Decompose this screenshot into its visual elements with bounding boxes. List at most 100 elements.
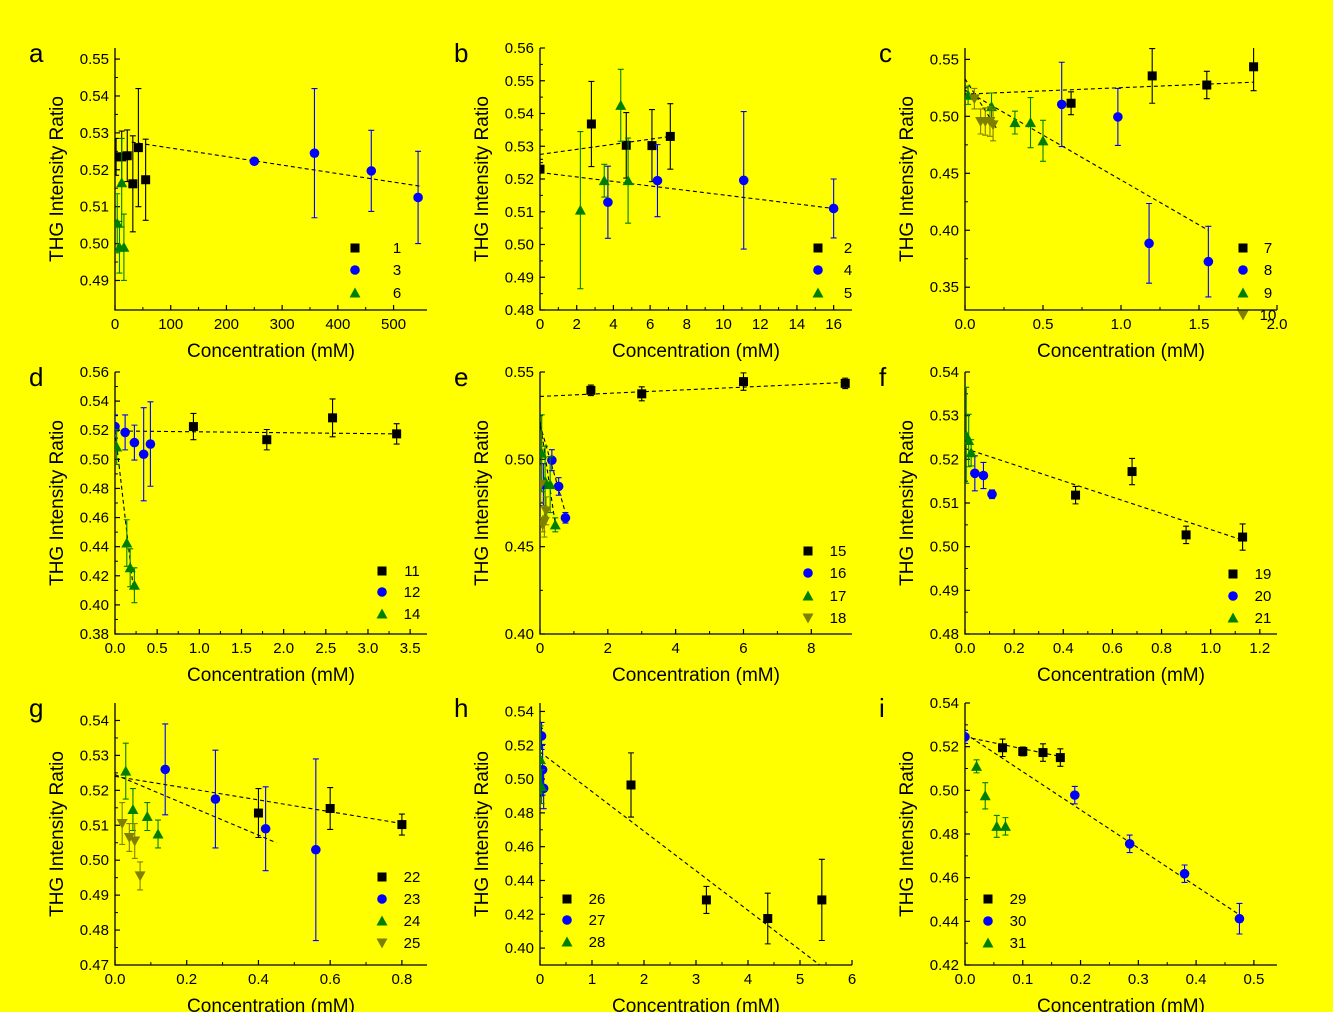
data-point: [603, 197, 613, 208]
data-point: [1038, 748, 1048, 758]
data-point: [1202, 80, 1212, 90]
x-axis-label: Concentration (mM): [612, 341, 780, 362]
data-point: [560, 513, 571, 523]
data-point: [987, 120, 999, 131]
legend: 1 3 6: [349, 240, 401, 302]
y-tick-label: 0.50: [80, 236, 109, 253]
x-tick-label: 3: [692, 971, 700, 988]
data-point: [540, 516, 550, 527]
series-18: [540, 466, 552, 538]
y-tick-label: 0.46: [930, 870, 959, 887]
x-tick-label: 0.5: [1243, 971, 1264, 988]
y-tick-label: 0.40: [80, 597, 109, 614]
legend-label: 17: [830, 588, 847, 605]
plot-area: [965, 386, 1248, 551]
x-tick-label: 1: [588, 971, 596, 988]
data-point: [622, 175, 634, 186]
legend-label: 24: [404, 913, 421, 930]
data-point: [540, 480, 547, 491]
data-point: [999, 820, 1011, 831]
legend-marker: [562, 915, 572, 925]
legend: 22 23 24 25: [376, 869, 421, 952]
data-point: [998, 743, 1008, 753]
legend-label: 23: [404, 891, 421, 908]
series-21: [965, 386, 977, 484]
data-point: [328, 413, 338, 423]
y-axis-label: THG Intensity Ratio: [47, 96, 68, 262]
data-point: [311, 844, 321, 855]
y-tick-label: 0.54: [80, 393, 109, 410]
x-tick-label: 6: [739, 640, 747, 657]
x-tick-label: 2.5: [315, 640, 336, 657]
x-tick-label: 0.2: [1070, 971, 1091, 988]
data-point: [615, 99, 627, 110]
data-point: [968, 94, 980, 105]
y-axis-label: THG Intensity Ratio: [897, 96, 918, 262]
x-tick-label: 0.6: [1102, 640, 1123, 657]
legend-label: 22: [404, 869, 421, 886]
x-axis-label: Concentration (mM): [187, 996, 355, 1012]
data-point: [120, 765, 132, 776]
y-tick-label: 0.52: [930, 451, 959, 468]
x-tick-label: 6: [848, 971, 856, 988]
x-tick-label: 0.1: [1012, 971, 1033, 988]
data-point: [138, 449, 149, 460]
panel-label: c: [879, 38, 892, 68]
legend-marker: [982, 937, 994, 948]
x-axis-label: Concentration (mM): [612, 665, 780, 686]
x-tick-label: 0.4: [1186, 971, 1207, 988]
fit-line: [965, 736, 1061, 758]
panel-h: h 0 1 2 3 4 5 6 0.40 0.42 0.44 0.46 0.48 0.50 0.52 0.54…: [454, 693, 856, 1012]
data-point: [1018, 746, 1028, 756]
legend-label: 31: [1010, 935, 1027, 952]
panel-label: f: [879, 362, 887, 392]
panel-c: c 0.0 0.5 1.0 1.5 2.0 0.35 0.40 0.45 0.50 0.55 Conc…: [879, 38, 1287, 362]
x-tick-label: 0: [111, 316, 119, 333]
data-point: [1025, 117, 1037, 128]
y-tick-label: 0.45: [505, 539, 534, 556]
legend-label: 25: [404, 935, 421, 952]
y-axis-label: THG Intensity Ratio: [472, 420, 493, 586]
legend-marker: [813, 265, 823, 275]
x-tick-label: 5: [796, 971, 804, 988]
data-point: [1234, 913, 1245, 924]
x-tick-label: 0.0: [955, 316, 976, 333]
legend-label: 28: [589, 934, 606, 951]
data-point: [553, 481, 564, 492]
x-axis-label: Concentration (mM): [187, 341, 355, 362]
x-tick-label: 0.5: [147, 640, 168, 657]
y-tick-label: 0.48: [80, 480, 109, 497]
y-tick-label: 0.56: [505, 40, 534, 57]
y-tick-label: 0.54: [930, 695, 959, 712]
legend: 29 30 31: [982, 891, 1027, 952]
data-point: [116, 819, 128, 830]
y-tick-label: 0.52: [930, 739, 959, 756]
legend-label: 29: [1010, 891, 1027, 908]
y-tick-label: 0.55: [505, 364, 534, 381]
series-2: [540, 80, 675, 183]
series-30: [965, 729, 1245, 935]
legend-marker: [377, 566, 387, 576]
y-tick-label: 0.52: [505, 171, 534, 188]
panel-label: i: [879, 693, 885, 723]
panel-label: d: [29, 362, 43, 392]
x-tick-label: 0: [536, 316, 544, 333]
data-point: [828, 203, 839, 214]
data-point: [738, 175, 749, 186]
panel-label: e: [454, 362, 468, 392]
y-tick-label: 0.42: [930, 957, 959, 974]
y-tick-label: 0.47: [80, 957, 109, 974]
x-tick-label: 8: [683, 316, 691, 333]
data-point: [366, 166, 377, 176]
y-tick-label: 0.44: [505, 872, 534, 889]
x-tick-label: 3.0: [358, 640, 379, 657]
y-tick-label: 0.51: [80, 199, 109, 216]
plot-area: [540, 372, 850, 538]
legend-marker: [376, 938, 388, 949]
legend-label: 21: [1255, 610, 1272, 627]
y-tick-label: 0.46: [80, 510, 109, 527]
data-point: [652, 175, 663, 186]
panel-i: i 0.0 0.1 0.2 0.3 0.4 0.5 0.42 0.44 0.46 0.48 0.50 0…: [879, 693, 1277, 1012]
